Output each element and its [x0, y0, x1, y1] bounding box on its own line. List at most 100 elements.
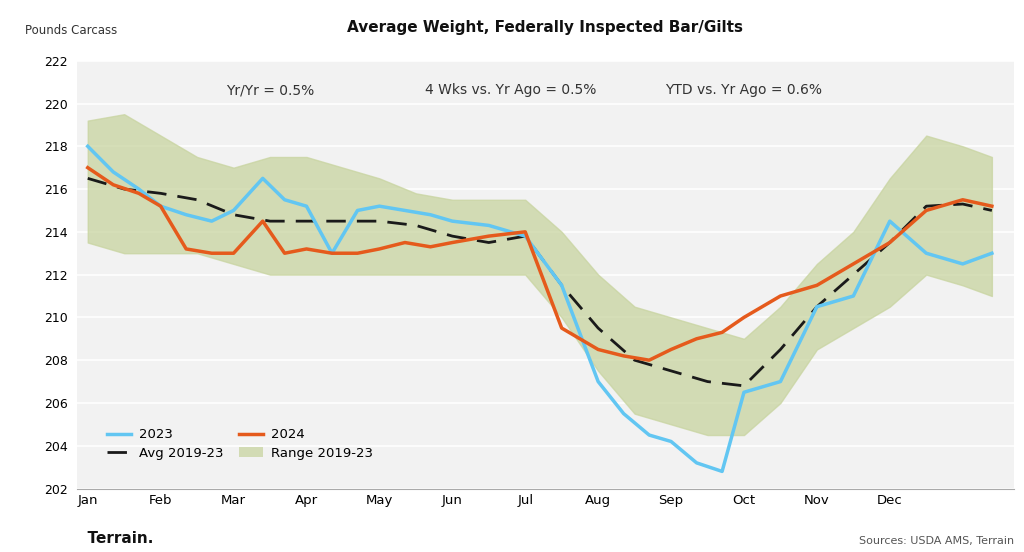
2023 — [811, 304, 823, 310]
2024 — [206, 250, 218, 257]
Avg 2019-23 — [811, 304, 823, 310]
2024 — [82, 164, 94, 171]
Avg 2019-23 — [446, 233, 459, 240]
Text: YTD vs. Yr Ago = 0.6%: YTD vs. Yr Ago = 0.6% — [666, 83, 822, 97]
2024 — [108, 182, 120, 188]
Avg 2019-23 — [884, 239, 896, 246]
2024 — [884, 239, 896, 246]
Text: Pounds Carcass: Pounds Carcass — [26, 24, 118, 37]
Text: Terrain.: Terrain. — [77, 532, 154, 546]
2023 — [665, 438, 677, 445]
2023 — [847, 293, 859, 299]
Avg 2019-23 — [921, 203, 933, 210]
Avg 2019-23 — [629, 357, 641, 364]
2023 — [884, 218, 896, 225]
2023 — [206, 218, 218, 225]
2023 — [617, 410, 630, 417]
Avg 2019-23 — [701, 378, 714, 385]
Text: Smaller Year-Over-Year Gains Suggest Tightening Market Hog Numbers: Smaller Year-Over-Year Gains Suggest Tig… — [12, 13, 851, 33]
2024 — [716, 329, 728, 336]
2024 — [155, 203, 167, 210]
2023 — [774, 378, 786, 385]
Avg 2019-23 — [300, 218, 312, 225]
2024 — [482, 233, 495, 240]
2023 — [643, 432, 655, 438]
2024 — [690, 336, 702, 342]
Avg 2019-23 — [665, 368, 677, 374]
2023 — [398, 207, 411, 214]
Avg 2019-23 — [190, 197, 203, 203]
2024 — [592, 346, 604, 353]
2023 — [227, 207, 240, 214]
Text: Yr/Yr = 0.5%: Yr/Yr = 0.5% — [226, 83, 314, 97]
2023 — [180, 211, 193, 218]
2023 — [133, 186, 145, 193]
2023 — [716, 468, 728, 475]
Avg 2019-23 — [264, 218, 276, 225]
2023 — [921, 250, 933, 257]
2023 — [519, 233, 531, 240]
Avg 2019-23 — [774, 346, 786, 353]
2023 — [738, 389, 751, 396]
Text: Sources: USDA AMS, Terrain: Sources: USDA AMS, Terrain — [859, 537, 1014, 546]
2024 — [180, 246, 193, 252]
2024 — [300, 246, 312, 252]
2024 — [556, 325, 568, 331]
2023 — [690, 460, 702, 466]
2023 — [956, 261, 969, 267]
Avg 2019-23 — [556, 282, 568, 289]
2024 — [956, 197, 969, 203]
2024 — [774, 293, 786, 299]
Avg 2019-23 — [592, 325, 604, 331]
Avg 2019-23 — [986, 207, 998, 214]
2023 — [155, 203, 167, 210]
2023 — [482, 222, 495, 229]
2023 — [424, 211, 436, 218]
2024 — [446, 239, 459, 246]
2023 — [257, 175, 269, 182]
2024 — [257, 218, 269, 225]
Avg 2019-23 — [118, 186, 130, 193]
2024 — [279, 250, 291, 257]
2023 — [300, 203, 312, 210]
Line: 2024: 2024 — [88, 168, 992, 360]
Avg 2019-23 — [410, 222, 422, 229]
Line: Avg 2019-23: Avg 2019-23 — [88, 178, 992, 386]
Avg 2019-23 — [82, 175, 94, 182]
2024 — [519, 229, 531, 235]
2023 — [326, 250, 338, 257]
Avg 2019-23 — [337, 218, 349, 225]
2024 — [811, 282, 823, 289]
2024 — [133, 190, 145, 197]
2024 — [847, 261, 859, 267]
2024 — [424, 243, 436, 250]
2023 — [556, 282, 568, 289]
2023 — [986, 250, 998, 257]
2023 — [108, 169, 120, 176]
2024 — [398, 239, 411, 246]
Avg 2019-23 — [227, 211, 240, 218]
Avg 2019-23 — [155, 190, 167, 197]
Legend: 2023, Avg 2019-23, 2024, Range 2019-23: 2023, Avg 2019-23, 2024, Range 2019-23 — [102, 423, 378, 465]
Avg 2019-23 — [374, 218, 386, 225]
2023 — [82, 143, 94, 150]
Avg 2019-23 — [482, 239, 495, 246]
2023 — [592, 378, 604, 385]
2024 — [665, 346, 677, 353]
Text: Average Weight, Federally Inspected Bar/Gilts: Average Weight, Federally Inspected Bar/… — [347, 20, 743, 35]
Avg 2019-23 — [956, 201, 969, 208]
2024 — [738, 314, 751, 321]
2023 — [279, 197, 291, 203]
2023 — [351, 207, 364, 214]
2024 — [227, 250, 240, 257]
2024 — [643, 357, 655, 364]
2024 — [374, 246, 386, 252]
2024 — [617, 353, 630, 359]
Avg 2019-23 — [519, 233, 531, 240]
Text: 4 Wks vs. Yr Ago = 0.5%: 4 Wks vs. Yr Ago = 0.5% — [425, 83, 596, 97]
Avg 2019-23 — [847, 272, 859, 278]
2024 — [921, 207, 933, 214]
Line: 2023: 2023 — [88, 146, 992, 471]
2024 — [326, 250, 338, 257]
2024 — [986, 203, 998, 210]
